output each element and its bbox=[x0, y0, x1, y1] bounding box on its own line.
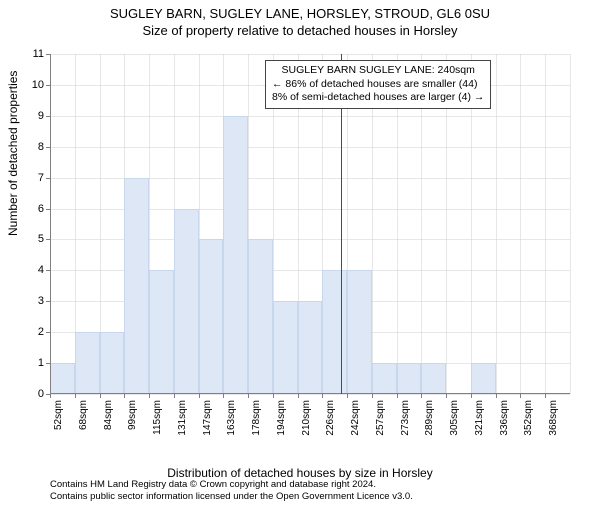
ytick-label: 1 bbox=[24, 357, 44, 369]
ytick-label: 7 bbox=[24, 172, 44, 184]
xtick-mark bbox=[520, 394, 521, 398]
xtick-mark bbox=[223, 394, 224, 398]
xtick-label: 352sqm bbox=[523, 400, 534, 436]
annotation-line1: SUGLEY BARN SUGLEY LANE: 240sqm bbox=[272, 64, 484, 78]
histogram-bar bbox=[50, 363, 75, 394]
xtick-label: 305sqm bbox=[449, 400, 460, 436]
xtick-label: 147sqm bbox=[202, 400, 213, 436]
xtick-label: 115sqm bbox=[152, 400, 163, 435]
ytick-label: 8 bbox=[24, 141, 44, 153]
xtick-mark bbox=[149, 394, 150, 398]
xtick-label: 273sqm bbox=[400, 400, 411, 436]
copyright-line2: Contains public sector information licen… bbox=[50, 491, 413, 502]
xtick-mark bbox=[446, 394, 447, 398]
histogram-bar bbox=[223, 116, 248, 394]
xtick-label: 163sqm bbox=[226, 400, 237, 436]
ytick-label: 3 bbox=[24, 295, 44, 307]
histogram-bar bbox=[421, 363, 446, 394]
gridline-v bbox=[496, 54, 497, 394]
xtick-mark bbox=[100, 394, 101, 398]
xtick-mark bbox=[298, 394, 299, 398]
annotation-line2: ← 86% of detached houses are smaller (44… bbox=[272, 78, 484, 92]
xtick-label: 257sqm bbox=[375, 400, 386, 436]
histogram-bar bbox=[199, 239, 224, 394]
copyright-notice: Contains HM Land Registry data © Crown c… bbox=[50, 479, 413, 502]
histogram-bar bbox=[298, 301, 323, 394]
xtick-label: 226sqm bbox=[325, 400, 336, 436]
gridline-v bbox=[520, 54, 521, 394]
xtick-mark bbox=[545, 394, 546, 398]
xtick-label: 52sqm bbox=[53, 400, 64, 430]
xtick-mark bbox=[50, 394, 51, 398]
x-axis-line bbox=[50, 393, 570, 394]
xtick-mark bbox=[75, 394, 76, 398]
histogram-bar bbox=[75, 332, 100, 394]
ytick-label: 2 bbox=[24, 326, 44, 338]
xtick-mark bbox=[421, 394, 422, 398]
xtick-mark bbox=[347, 394, 348, 398]
y-axis-line bbox=[50, 54, 51, 394]
gridline-h bbox=[50, 116, 570, 117]
chart-subtitle: Size of property relative to detached ho… bbox=[0, 23, 600, 38]
ytick-label: 9 bbox=[24, 110, 44, 122]
ytick-label: 6 bbox=[24, 203, 44, 215]
xtick-mark bbox=[372, 394, 373, 398]
xtick-mark bbox=[397, 394, 398, 398]
histogram-bar bbox=[322, 270, 347, 394]
y-axis-label: Number of detached properties bbox=[6, 71, 20, 236]
xtick-label: 68sqm bbox=[78, 400, 89, 430]
gridline-v bbox=[545, 54, 546, 394]
xtick-mark bbox=[273, 394, 274, 398]
histogram-bar bbox=[174, 209, 199, 394]
histogram-bar bbox=[471, 363, 496, 394]
annotation-box: SUGLEY BARN SUGLEY LANE: 240sqm← 86% of … bbox=[265, 60, 491, 109]
x-axis-label: Distribution of detached houses by size … bbox=[0, 466, 600, 480]
histogram-bar bbox=[372, 363, 397, 394]
xtick-label: 336sqm bbox=[499, 400, 510, 436]
xtick-mark bbox=[322, 394, 323, 398]
xtick-mark bbox=[248, 394, 249, 398]
chart-title: SUGLEY BARN, SUGLEY LANE, HORSLEY, STROU… bbox=[0, 6, 600, 21]
ytick-label: 5 bbox=[24, 233, 44, 245]
xtick-mark bbox=[471, 394, 472, 398]
gridline-h bbox=[50, 394, 570, 395]
xtick-mark bbox=[199, 394, 200, 398]
xtick-label: 99sqm bbox=[127, 400, 138, 430]
xtick-label: 194sqm bbox=[276, 400, 287, 436]
histogram-bar bbox=[347, 270, 372, 394]
gridline-h bbox=[50, 147, 570, 148]
ytick-label: 0 bbox=[24, 388, 44, 400]
copyright-line1: Contains HM Land Registry data © Crown c… bbox=[50, 479, 413, 490]
histogram-bar bbox=[100, 332, 125, 394]
annotation-line3: 8% of semi-detached houses are larger (4… bbox=[272, 91, 484, 105]
xtick-label: 321sqm bbox=[474, 400, 485, 436]
xtick-mark bbox=[174, 394, 175, 398]
gridline-h bbox=[50, 54, 570, 55]
ytick-label: 10 bbox=[24, 79, 44, 91]
plot-area: SUGLEY BARN SUGLEY LANE: 240sqm← 86% of … bbox=[50, 54, 570, 394]
xtick-label: 210sqm bbox=[301, 400, 312, 436]
xtick-label: 131sqm bbox=[177, 400, 188, 436]
xtick-label: 368sqm bbox=[548, 400, 559, 436]
xtick-label: 84sqm bbox=[103, 400, 114, 430]
histogram-bar bbox=[149, 270, 174, 394]
xtick-label: 178sqm bbox=[251, 400, 262, 436]
xtick-mark bbox=[124, 394, 125, 398]
ytick-label: 11 bbox=[24, 48, 44, 60]
xtick-label: 242sqm bbox=[350, 400, 361, 436]
xtick-label: 289sqm bbox=[424, 400, 435, 436]
histogram-bar bbox=[124, 178, 149, 394]
gridline-v bbox=[570, 54, 571, 394]
histogram-bar bbox=[397, 363, 422, 394]
histogram-bar bbox=[273, 301, 298, 394]
xtick-mark bbox=[496, 394, 497, 398]
ytick-label: 4 bbox=[24, 264, 44, 276]
histogram-bar bbox=[248, 239, 273, 394]
